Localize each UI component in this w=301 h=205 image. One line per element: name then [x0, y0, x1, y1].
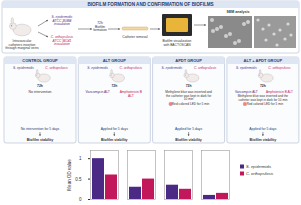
svg-text:S. epidermidis: S. epidermidis — [13, 66, 34, 70]
svg-text:APDT GROUP: APDT GROUP — [175, 58, 202, 63]
svg-text:Biofilm viability: Biofilm viability — [175, 138, 202, 142]
svg-text:Amphotericin BALT: Amphotericin BALT — [120, 90, 143, 98]
svg-text:Biofilm viability: Biofilm viability — [27, 138, 54, 142]
svg-text:ALT GROUP: ALT GROUP — [103, 58, 127, 63]
svg-text:C. orthopsilosis: C. orthopsilosis — [194, 66, 217, 70]
svg-text:Methylene blue was inserted an: Methylene blue was inserted and thecathe… — [238, 94, 289, 101]
svg-text:Vancomycin ALT: Vancomycin ALT — [235, 90, 258, 94]
svg-text:ALT + APDT GROUP: ALT + APDT GROUP — [244, 58, 283, 63]
svg-text:72h: 72h — [37, 84, 43, 88]
svg-text:Applied for 5 days: Applied for 5 days — [249, 127, 276, 131]
svg-text:SEM analysis: SEM analysis — [227, 10, 250, 14]
svg-text:Biofilm viability: Biofilm viability — [101, 138, 128, 142]
svg-text:S. epidermidisATCC 35984inocul: S. epidermidisATCC 35984inoculation — [52, 15, 73, 26]
svg-text:C. orthopsilosisATCC 96141inoc: C. orthopsilosisATCC 96141inoculation — [51, 35, 74, 46]
svg-text:72hBiofilmformation: 72hBiofilmformation — [93, 21, 107, 32]
svg-text:72h: 72h — [111, 84, 117, 88]
svg-text:Amphotericin B ALT: Amphotericin B ALT — [265, 90, 293, 94]
svg-text:S. epidermidis: S. epidermidis — [236, 66, 257, 70]
svg-text:0: 0 — [79, 197, 82, 202]
svg-text:C. orthopsilosis: C. orthopsilosis — [268, 66, 291, 70]
svg-text:Methylene blue was inserted an: Methylene blue was inserted andthe cathe… — [165, 90, 212, 101]
svg-text:Biofilm viability: Biofilm viability — [250, 138, 277, 142]
svg-text:Applied for 5 days: Applied for 5 days — [101, 127, 128, 131]
svg-text:Catheter removal: Catheter removal — [122, 35, 148, 39]
svg-text:S. epidermidis: S. epidermidis — [162, 66, 183, 70]
svg-text:1: 1 — [79, 156, 82, 161]
svg-text:72h: 72h — [186, 84, 192, 88]
svg-text:Red colored LED for 5 min: Red colored LED for 5 min — [172, 102, 210, 106]
svg-text:0.5: 0.5 — [75, 177, 82, 182]
svg-text:No intervention for 5 days: No intervention for 5 days — [21, 127, 60, 131]
svg-text:CONTROL GROUP: CONTROL GROUP — [22, 58, 58, 63]
svg-text:Biofilm visualizationwith BACT: Biofilm visualizationwith BACTOSCAN — [163, 39, 192, 47]
svg-text:S. epidermidis: S. epidermidis — [87, 66, 108, 70]
svg-text:No intervention: No intervention — [29, 90, 52, 94]
svg-text:Vancomycin ALT: Vancomycin ALT — [86, 90, 110, 94]
svg-text:72h: 72h — [260, 84, 266, 88]
svg-text:C. orthopsilosis: C. orthopsilosis — [120, 66, 143, 70]
svg-text:C. orthopsilosis: C. orthopsilosis — [246, 171, 273, 176]
svg-text:Red colored LED for 5 min: Red colored LED for 5 min — [247, 102, 284, 106]
svg-text:Applied for 5 days: Applied for 5 days — [175, 127, 202, 131]
svg-text:Mean OD value: Mean OD value — [67, 159, 72, 191]
svg-text:C. orthopsilosis: C. orthopsilosis — [45, 66, 68, 70]
svg-text:Intravascularcatheters inserti: Intravascularcatheters insertionthrough … — [5, 39, 39, 50]
svg-text:BIOFILM FORMATION AND CONFIRMA: BIOFILM FORMATION AND CONFIRMATION OF BI… — [87, 2, 213, 7]
svg-text:S. epidermidis: S. epidermidis — [246, 164, 271, 169]
